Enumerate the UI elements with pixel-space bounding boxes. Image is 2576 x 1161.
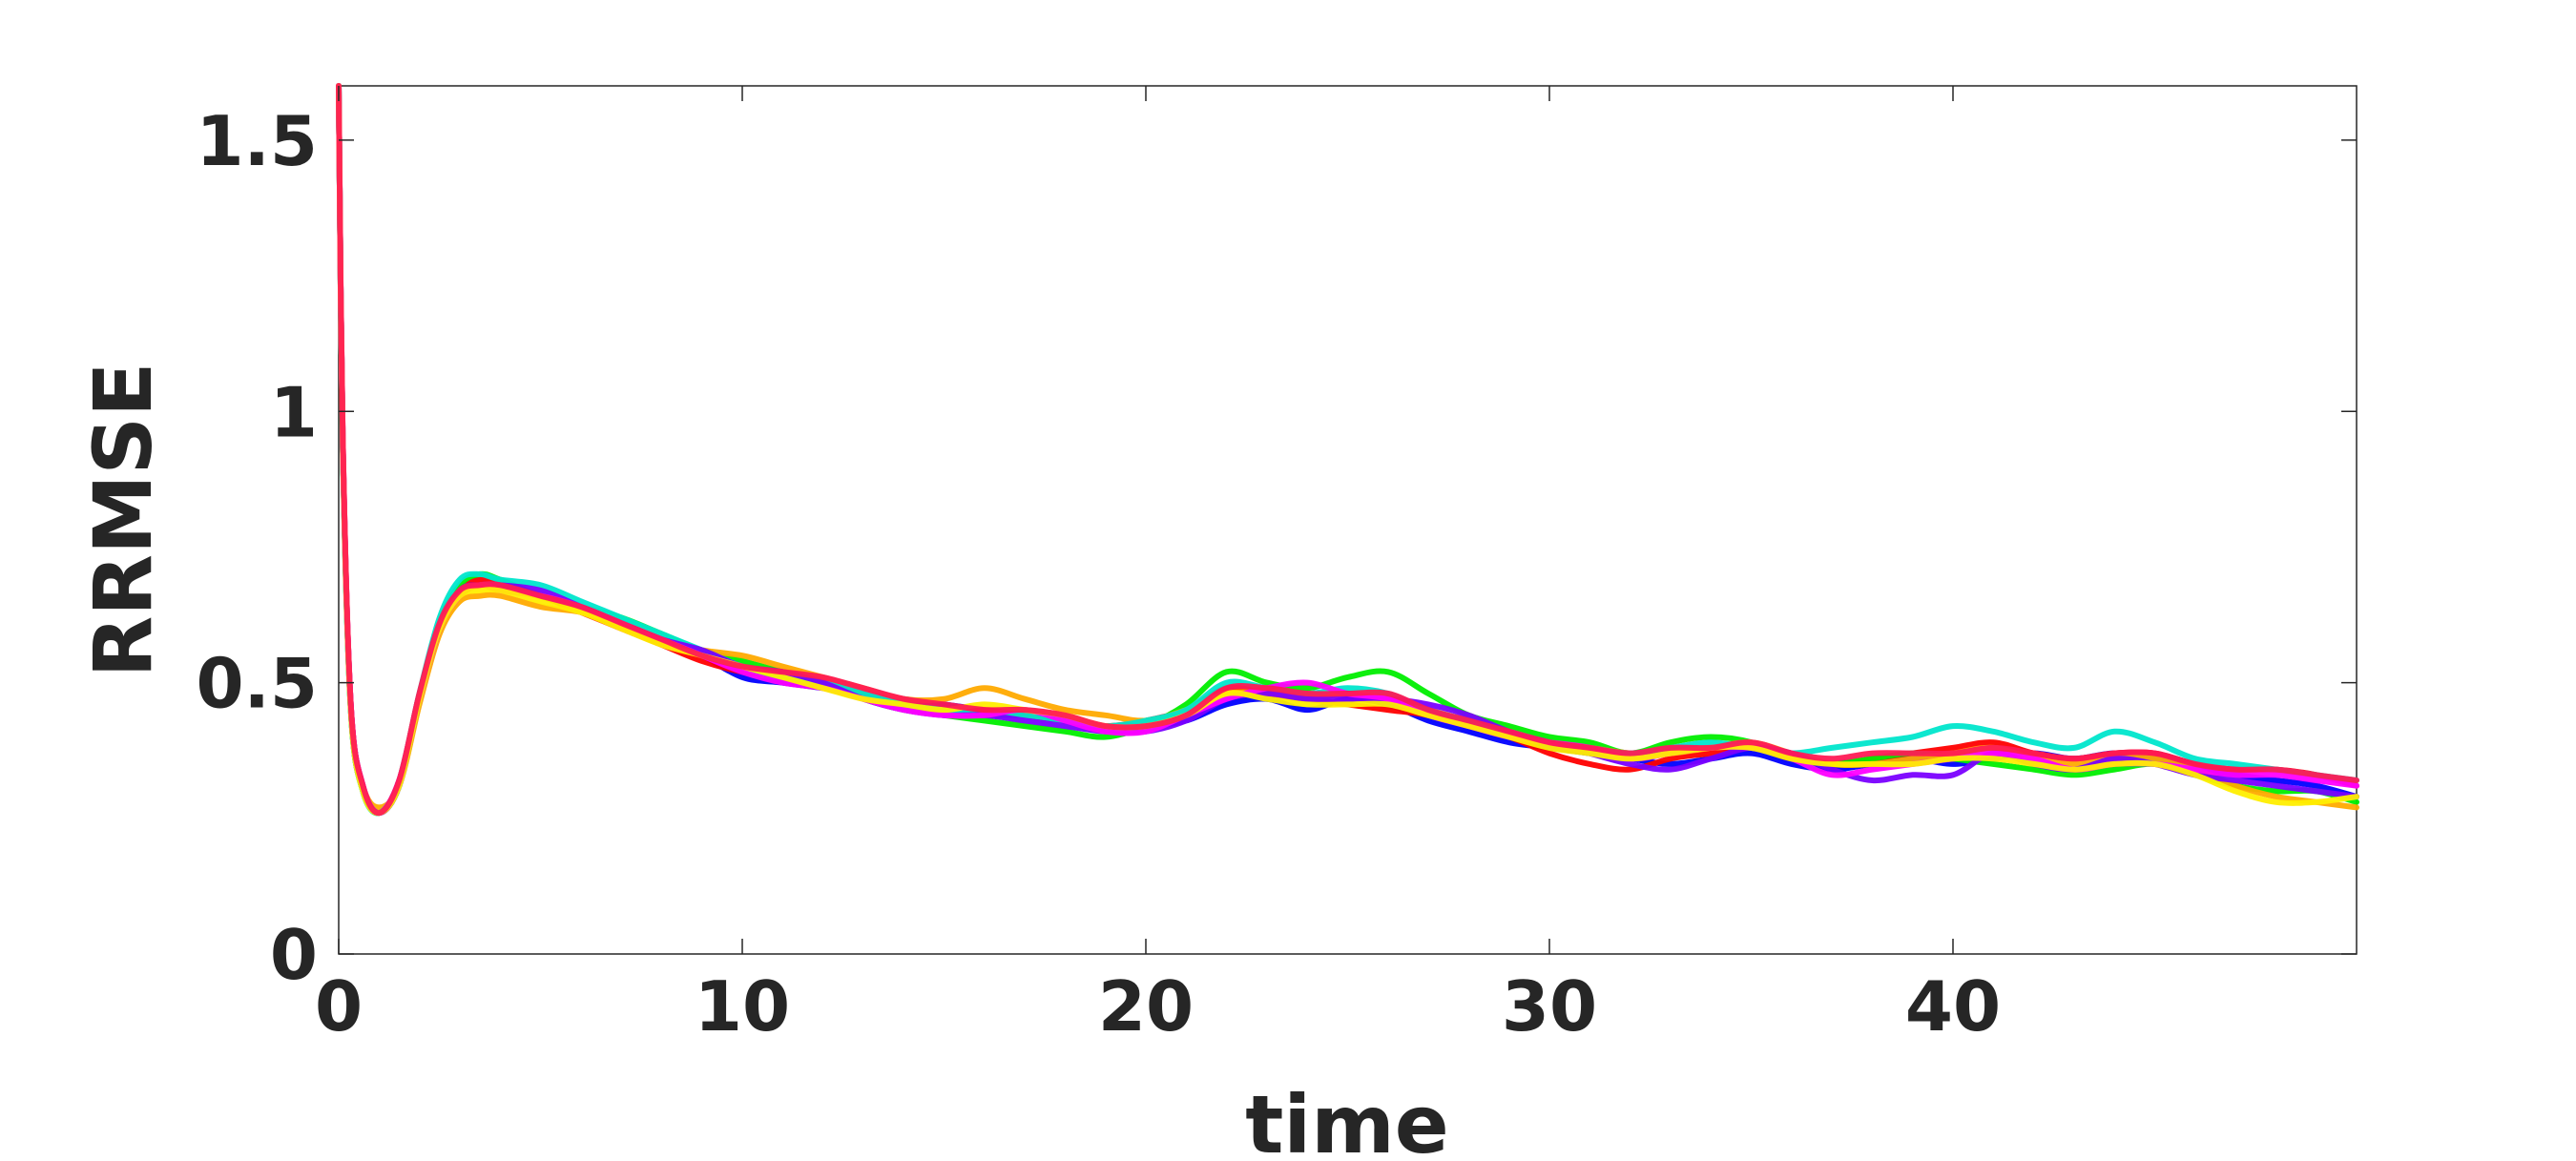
y-tick-label-3: 1.5 (196, 101, 318, 181)
y-axis-title: RRMSE (76, 363, 170, 678)
plot-area (338, 85, 2358, 955)
x-tick-label-4: 40 (1905, 966, 2001, 1047)
series-line-9 (336, 83, 2359, 817)
x-axis-title: time (1245, 1078, 1448, 1161)
series-layer (336, 83, 2359, 817)
x-tick-label-1: 10 (695, 966, 790, 1047)
x-tick-label-0: 0 (315, 966, 363, 1047)
y-tick-label-1: 0.5 (196, 644, 318, 724)
x-tick-label-3: 30 (1502, 966, 1597, 1047)
y-tick-label-0: 0 (270, 915, 318, 995)
axes: 0 10 20 30 40 0 0.5 1 1.5 (196, 86, 2357, 1047)
x-tick-label-2: 20 (1098, 966, 1194, 1047)
y-tick-label-2: 1 (270, 372, 318, 452)
